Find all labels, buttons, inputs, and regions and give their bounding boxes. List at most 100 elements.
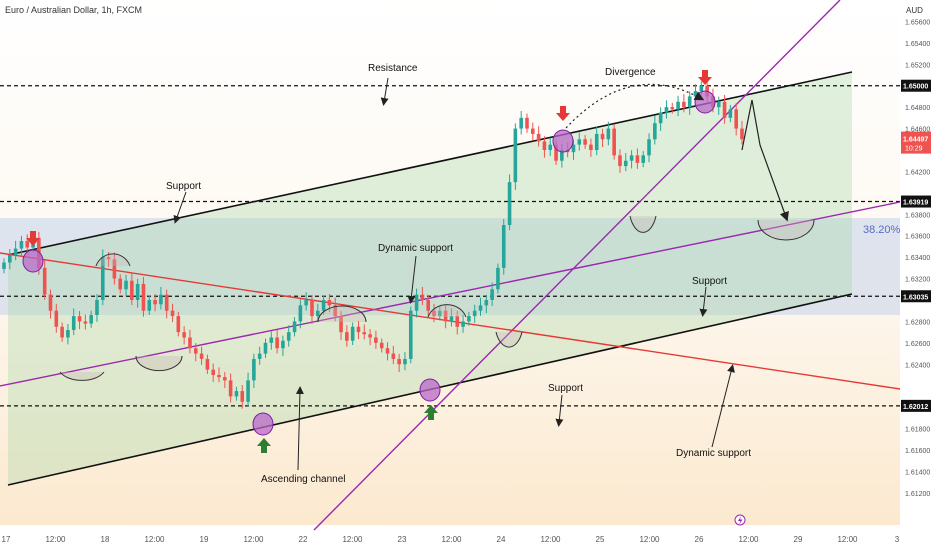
candle xyxy=(246,372,250,407)
candle xyxy=(548,137,553,156)
candle xyxy=(315,303,320,323)
price-tick-label: 1.62400 xyxy=(905,362,930,369)
candle xyxy=(223,372,227,389)
candle xyxy=(147,295,152,315)
candle xyxy=(507,174,512,231)
candle xyxy=(240,385,245,409)
red-down-arrows xyxy=(26,70,712,246)
candle xyxy=(501,219,506,275)
candle xyxy=(48,289,53,319)
candle xyxy=(292,317,297,337)
candle xyxy=(153,294,157,312)
price-tick-label: 1.61800 xyxy=(905,427,930,434)
lightning-icon[interactable] xyxy=(734,514,746,526)
price-tick-label: 1.63600 xyxy=(905,234,930,241)
candle xyxy=(438,306,442,321)
candle xyxy=(77,310,82,330)
price-tick-label: 1.64600 xyxy=(905,127,930,134)
candle xyxy=(461,314,465,333)
price-tick-label: 1.62800 xyxy=(905,319,930,326)
candle xyxy=(176,311,181,337)
candle xyxy=(490,282,494,306)
candle xyxy=(252,353,256,389)
candle xyxy=(310,294,314,324)
time-tick-label: 12:00 xyxy=(144,535,165,544)
candle xyxy=(263,338,268,358)
candle xyxy=(286,325,291,347)
time-tick-label: 23 xyxy=(398,535,407,544)
candle xyxy=(391,345,396,365)
candle xyxy=(455,310,460,335)
support-label-bottom: Support xyxy=(548,383,583,394)
price-level-tag xyxy=(901,399,931,412)
candle xyxy=(2,258,6,274)
arc-7 xyxy=(629,215,657,233)
candle xyxy=(100,249,105,306)
candle xyxy=(374,330,378,349)
resistance-label: Resistance xyxy=(368,63,418,74)
candle xyxy=(118,274,123,294)
candle xyxy=(135,278,140,308)
candle xyxy=(269,331,274,350)
support-label-right: Support xyxy=(692,276,727,287)
candle xyxy=(385,342,390,361)
candle xyxy=(124,274,128,297)
green-arrow-1 xyxy=(257,438,271,453)
candle xyxy=(606,121,611,146)
currency-label: AUD xyxy=(906,6,923,15)
candle xyxy=(281,335,285,356)
candle xyxy=(362,324,367,340)
candle xyxy=(25,234,30,254)
candle xyxy=(728,105,733,123)
time-tick-label: 25 xyxy=(596,535,605,544)
candle xyxy=(664,100,669,119)
candle xyxy=(257,346,262,365)
time-tick-label: 12:00 xyxy=(837,535,858,544)
time-tick-label: 12:00 xyxy=(540,535,561,544)
candle xyxy=(542,136,547,158)
candle xyxy=(164,289,169,319)
candle xyxy=(217,367,221,383)
candle xyxy=(629,150,634,169)
candle xyxy=(141,277,146,317)
price-level-tag-text: 1.63035 xyxy=(903,294,928,301)
time-tick-label: 12:00 xyxy=(342,535,363,544)
candle xyxy=(89,310,93,328)
semicircle-markers xyxy=(59,215,815,381)
highlight-circle-4 xyxy=(552,129,574,153)
candle xyxy=(199,346,204,365)
candle xyxy=(60,322,64,342)
candle xyxy=(112,252,117,285)
price-tick-label: 1.62600 xyxy=(905,341,930,348)
candle xyxy=(589,138,593,157)
price-tick-label: 1.63800 xyxy=(905,212,930,219)
current-price-value: 1.64497 xyxy=(903,137,928,144)
candle xyxy=(42,260,47,300)
price-tick-label: 1.65400 xyxy=(905,41,930,48)
candle xyxy=(571,139,576,160)
current-price-time: 10:29 xyxy=(905,146,923,153)
green-up-arrows xyxy=(257,405,438,453)
candle xyxy=(647,133,651,163)
candle xyxy=(54,303,59,333)
candle xyxy=(379,338,384,353)
price-tick-label: 1.64200 xyxy=(905,169,930,176)
candle xyxy=(658,107,663,131)
candle xyxy=(408,306,413,364)
candle xyxy=(420,286,425,306)
steep-purple-trendline xyxy=(313,0,841,531)
candle xyxy=(525,113,529,133)
candle xyxy=(641,151,646,168)
candle xyxy=(211,363,215,382)
fib-level-label: 38.20% xyxy=(863,224,901,236)
candle xyxy=(449,308,454,327)
candle xyxy=(205,354,210,374)
red-arrow-2 xyxy=(556,106,570,121)
time-tick-label: 12:00 xyxy=(243,535,264,544)
price-tick-label: 1.65200 xyxy=(905,62,930,69)
fib-zone xyxy=(0,218,900,315)
projection-path xyxy=(741,99,789,222)
candle xyxy=(414,288,419,318)
annotation-pointers xyxy=(173,77,735,471)
